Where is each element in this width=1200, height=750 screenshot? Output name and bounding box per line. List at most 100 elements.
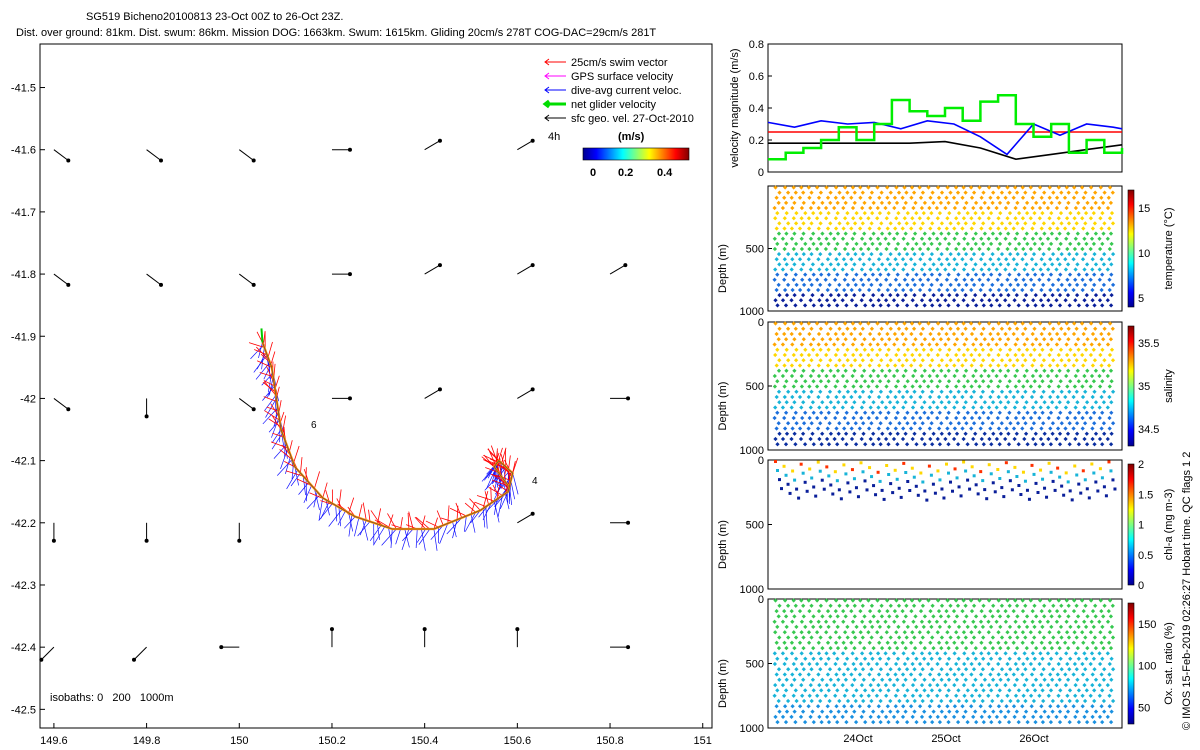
section-point — [793, 442, 798, 447]
section-point — [789, 298, 794, 303]
section-point — [884, 246, 889, 252]
section-point — [818, 282, 823, 288]
section-point — [1074, 221, 1079, 226]
colorbar-title: (m/s) — [618, 131, 645, 143]
section-point — [973, 292, 978, 298]
section-point — [780, 487, 783, 491]
section-point — [857, 426, 862, 431]
section-point — [808, 373, 814, 379]
section-point — [929, 282, 934, 288]
section-point — [947, 210, 952, 216]
section-point — [902, 185, 907, 190]
section-point — [811, 231, 816, 236]
section-point — [797, 363, 803, 368]
section-point — [1007, 241, 1012, 247]
section-point — [868, 267, 873, 272]
section-point — [784, 347, 789, 352]
section-point — [914, 442, 919, 447]
current-vector — [337, 510, 346, 526]
section-point — [1024, 210, 1030, 216]
section-point — [900, 298, 906, 303]
section-point — [1048, 272, 1054, 277]
section-point — [837, 190, 842, 195]
section-point — [1003, 298, 1008, 303]
section-point — [852, 337, 857, 342]
current-vector — [263, 364, 272, 380]
section-point — [922, 442, 927, 447]
section-point — [862, 272, 868, 277]
section-point — [875, 352, 880, 358]
legend-label: net glider velocity — [571, 99, 656, 111]
section-point — [1083, 210, 1089, 216]
section-point — [875, 236, 881, 241]
section-point — [1090, 226, 1096, 231]
swim-vector — [288, 440, 293, 453]
section-point — [902, 461, 906, 465]
colorbar-tick-label: 0 — [1138, 580, 1144, 592]
section-point — [893, 287, 898, 293]
section-point — [868, 405, 873, 410]
current-vector — [510, 480, 515, 500]
section-point — [782, 464, 786, 468]
section-point — [1082, 298, 1087, 303]
legend-label: GPS surface velocity — [571, 71, 674, 83]
swim-vector — [325, 490, 330, 502]
section-point — [837, 358, 842, 363]
section-point — [869, 282, 874, 288]
section-point — [1020, 216, 1026, 221]
geo-velocity-arrowhead — [329, 627, 334, 632]
section-point — [896, 190, 902, 195]
section-point — [914, 210, 919, 216]
swim-vector — [248, 342, 265, 348]
section-point — [893, 277, 899, 282]
velocity-series-line — [768, 93, 1124, 161]
section-point — [782, 321, 788, 326]
section-point — [777, 221, 782, 226]
section-point — [1101, 200, 1106, 206]
section-point — [878, 282, 883, 288]
section-point — [933, 491, 937, 495]
section-point — [1071, 195, 1077, 200]
section-point — [792, 431, 797, 436]
section-point — [952, 236, 957, 241]
section-point — [848, 490, 852, 494]
section-point — [1097, 277, 1102, 282]
section-point — [919, 373, 925, 379]
section-point — [841, 226, 846, 231]
section-point — [859, 236, 865, 241]
section-point — [803, 480, 807, 484]
section-point — [799, 216, 804, 221]
section-point — [987, 463, 991, 467]
section-point — [862, 210, 867, 216]
section-point — [772, 342, 777, 347]
current-vector — [395, 528, 401, 545]
section-point — [982, 262, 988, 267]
section-point — [920, 251, 925, 257]
section-point — [1098, 216, 1103, 221]
section-point — [1028, 216, 1033, 221]
section-point — [834, 394, 839, 400]
section-point — [849, 226, 854, 231]
section-point — [981, 221, 986, 226]
section-point — [905, 347, 910, 352]
section-point — [1005, 246, 1010, 252]
section-point — [973, 241, 978, 247]
section-point — [903, 337, 908, 342]
section-point — [888, 421, 893, 426]
section-point — [776, 282, 781, 288]
current-vector — [318, 503, 333, 521]
section-point — [849, 363, 854, 368]
section-point — [965, 210, 970, 216]
section-point — [982, 231, 988, 236]
geo-velocity-arrowhead — [530, 263, 535, 268]
section-point — [784, 210, 789, 216]
section-point — [1030, 226, 1035, 231]
geo-velocity-arrowhead — [251, 407, 256, 412]
section-point — [863, 442, 868, 447]
section-point — [1082, 205, 1087, 211]
section-point — [986, 277, 991, 282]
section-point — [832, 436, 837, 442]
map-y-tick-label: -41.6 — [11, 145, 36, 157]
section-point — [1100, 476, 1104, 480]
section-point — [844, 272, 849, 277]
